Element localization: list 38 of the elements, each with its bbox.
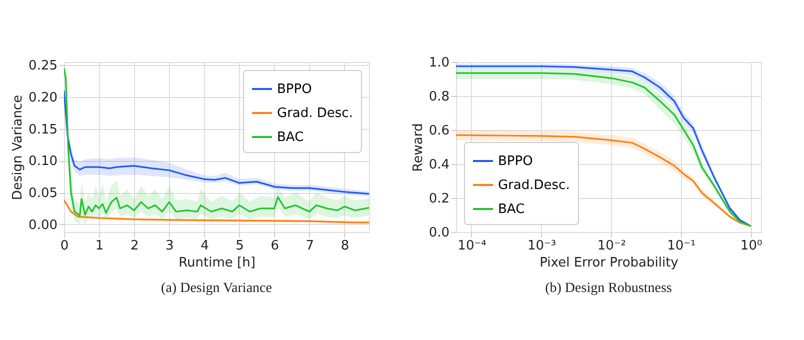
text: (a) Design Variance	[161, 281, 272, 296]
y-tick-label: 0.8	[428, 90, 450, 104]
x-tick-label: 6	[270, 238, 279, 254]
x-tick-label: 2	[130, 238, 139, 254]
y-axis-title: Reward	[410, 123, 426, 172]
x-tick-label: 10⁻²	[597, 238, 626, 254]
y-tick-label: 0.6	[428, 124, 450, 138]
legend-label: BAC	[277, 130, 304, 145]
legend-label: Grad. Desc.	[277, 106, 353, 121]
legend-label: BPPO	[277, 82, 312, 97]
y-tick-label: 0.00	[28, 218, 58, 233]
y-tick-label: 0.05	[28, 186, 58, 202]
x-tick-label: 10⁻¹	[667, 238, 696, 254]
y-tick-label: 0.20	[28, 90, 58, 106]
legend-label: BPPO	[498, 154, 533, 169]
x-tick-label: 8	[340, 238, 350, 254]
x-tick-label: 7	[306, 238, 314, 254]
y-tick-label: 1.0	[428, 56, 450, 70]
x-tick-label: 3	[166, 238, 174, 254]
y-tick-label: 0.2	[428, 192, 450, 206]
text: (b) Design Robustness	[545, 281, 672, 296]
y-tick-label: 0.0	[428, 226, 450, 240]
x-axis-title: Runtime [h]	[178, 256, 256, 270]
x-tick-label: 10⁻³	[528, 238, 556, 254]
x-axis-title: Pixel Error Probability	[540, 256, 679, 270]
x-tick-label: 0	[60, 238, 69, 254]
legend-label: Grad.Desc.	[498, 178, 570, 193]
y-tick-label: 0.15	[28, 122, 58, 138]
x-tick-label: 10⁻⁴	[458, 238, 486, 254]
x-tick-label: 1	[95, 238, 104, 254]
legend-label: BAC	[498, 202, 525, 217]
y-tick-label: 0.10	[28, 154, 58, 170]
x-tick-label: 10⁰	[740, 238, 762, 254]
x-tick-label: 4	[200, 238, 209, 254]
x-tick-label: 5	[236, 238, 244, 254]
y-tick-label: 0.4	[428, 158, 450, 172]
y-tick-label: 0.25	[28, 58, 58, 74]
y-axis-title: Design Variance	[10, 94, 26, 200]
